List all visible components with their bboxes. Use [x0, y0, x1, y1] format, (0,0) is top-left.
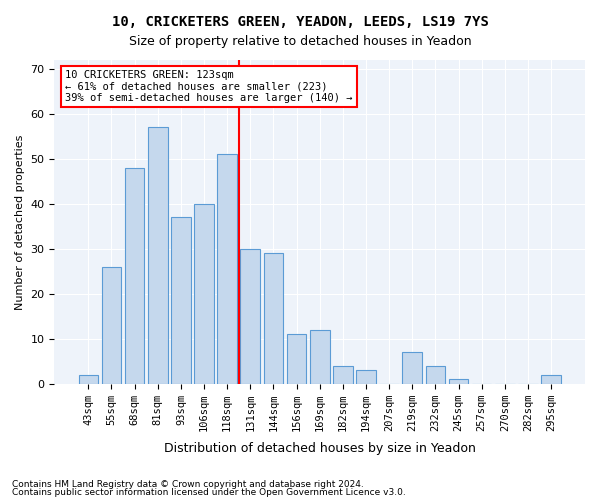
Bar	[310, 330, 329, 384]
X-axis label: Distribution of detached houses by size in Yeadon: Distribution of detached houses by size …	[164, 442, 476, 455]
Y-axis label: Number of detached properties: Number of detached properties	[15, 134, 25, 310]
Text: Size of property relative to detached houses in Yeadon: Size of property relative to detached ho…	[128, 35, 472, 48]
Text: Contains HM Land Registry data © Crown copyright and database right 2024.: Contains HM Land Registry data © Crown c…	[12, 480, 364, 489]
Bar	[449, 379, 469, 384]
Bar	[194, 204, 214, 384]
Bar	[425, 366, 445, 384]
Bar	[241, 249, 260, 384]
Bar	[171, 218, 191, 384]
Text: Contains public sector information licensed under the Open Government Licence v3: Contains public sector information licen…	[12, 488, 406, 497]
Bar	[403, 352, 422, 384]
Bar	[125, 168, 145, 384]
Bar	[79, 374, 98, 384]
Text: 10, CRICKETERS GREEN, YEADON, LEEDS, LS19 7YS: 10, CRICKETERS GREEN, YEADON, LEEDS, LS1…	[112, 15, 488, 29]
Text: 10 CRICKETERS GREEN: 123sqm
← 61% of detached houses are smaller (223)
39% of se: 10 CRICKETERS GREEN: 123sqm ← 61% of det…	[65, 70, 353, 103]
Bar	[263, 254, 283, 384]
Bar	[287, 334, 307, 384]
Bar	[333, 366, 353, 384]
Bar	[356, 370, 376, 384]
Bar	[148, 128, 167, 384]
Bar	[101, 267, 121, 384]
Bar	[217, 154, 237, 384]
Bar	[541, 374, 561, 384]
